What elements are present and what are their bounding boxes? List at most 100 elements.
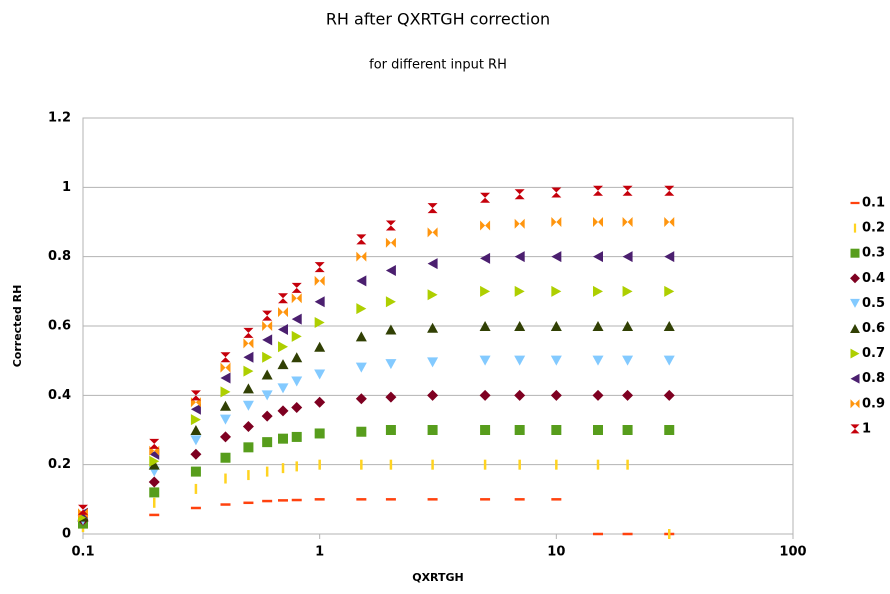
legend-marker [850, 201, 860, 205]
data-point [220, 503, 231, 506]
data-point [427, 498, 438, 501]
data-point [622, 217, 633, 227]
data-point [550, 355, 562, 366]
data-point [663, 321, 675, 331]
x-tick-label: 0.1 [71, 545, 94, 560]
legend-label: 1 [862, 421, 871, 436]
data-point [242, 421, 254, 433]
data-point [356, 303, 367, 315]
legend-marker [850, 298, 860, 308]
data-point [518, 459, 521, 470]
data-point [190, 466, 201, 477]
data-point [389, 459, 393, 470]
data-point [551, 187, 562, 198]
data-point [663, 389, 675, 401]
data-point [593, 217, 604, 227]
data-point [224, 473, 227, 484]
data-point [668, 529, 671, 539]
data-point [243, 442, 254, 453]
data-point [427, 389, 439, 401]
data-point [247, 470, 250, 481]
data-point [149, 487, 160, 498]
legend-marker [850, 373, 860, 384]
data-point [295, 461, 298, 472]
data-point [148, 459, 160, 470]
data-point [148, 476, 160, 488]
data-point [278, 307, 289, 318]
data-point [555, 459, 558, 470]
data-point [427, 258, 438, 270]
data-point [265, 466, 269, 477]
data-point [242, 383, 254, 394]
data-point [593, 285, 604, 297]
data-point [291, 282, 302, 293]
chart-subtitle: for different input RH [369, 58, 507, 73]
data-point [596, 459, 600, 470]
y-tick-label: 0 [62, 527, 71, 542]
data-point [278, 323, 289, 335]
data-point [480, 498, 491, 501]
data-point [220, 386, 231, 398]
data-point [190, 448, 202, 460]
legend-marker [850, 424, 860, 434]
data-point [243, 338, 254, 349]
data-point [220, 372, 231, 384]
legend-marker [850, 324, 860, 333]
data-point [356, 251, 367, 262]
data-point [593, 185, 604, 196]
data-point [592, 321, 604, 331]
legend-label: 0.4 [862, 271, 885, 286]
data-point [149, 438, 160, 449]
x-tick-label: 100 [779, 545, 806, 560]
y-tick-label: 0.8 [48, 249, 71, 264]
data-point [314, 428, 325, 439]
data-point [190, 414, 201, 426]
data-point [262, 334, 273, 346]
data-point [356, 426, 367, 437]
data-point [514, 425, 525, 435]
data-point [592, 389, 604, 401]
data-point [261, 369, 273, 380]
data-point [318, 459, 321, 470]
y-tick-label: 0.6 [48, 319, 71, 334]
data-point [622, 251, 633, 263]
data-point [291, 376, 303, 387]
legend-marker [850, 348, 860, 359]
plot-border [82, 117, 794, 535]
data-point [551, 425, 562, 435]
data-point [262, 437, 273, 448]
data-point [261, 410, 273, 422]
data-point [291, 352, 303, 363]
data-point [622, 425, 633, 435]
data-point [479, 389, 491, 401]
data-point [480, 192, 491, 203]
data-point [219, 400, 231, 411]
data-point [480, 425, 491, 435]
data-point [385, 359, 397, 370]
legend-marker [850, 248, 860, 258]
data-point [152, 497, 156, 508]
data-point [622, 532, 633, 536]
data-point [243, 501, 254, 505]
data-point [551, 217, 562, 227]
data-point [278, 433, 289, 444]
data-point [291, 313, 302, 325]
data-point [356, 234, 367, 245]
data-point [278, 293, 289, 304]
data-point [622, 355, 634, 366]
data-point [385, 296, 396, 308]
data-point [262, 310, 273, 321]
data-point [355, 362, 367, 373]
data-point [281, 463, 285, 474]
data-point [514, 189, 525, 200]
data-point [314, 275, 325, 286]
data-point [663, 355, 675, 366]
data-point [551, 285, 562, 297]
data-point [220, 352, 231, 363]
data-point [427, 289, 438, 301]
y-tick-label: 0.2 [48, 457, 71, 472]
data-point [480, 252, 491, 264]
data-point [593, 251, 604, 263]
legend-label: 0.9 [862, 396, 885, 411]
data-point [220, 362, 231, 373]
